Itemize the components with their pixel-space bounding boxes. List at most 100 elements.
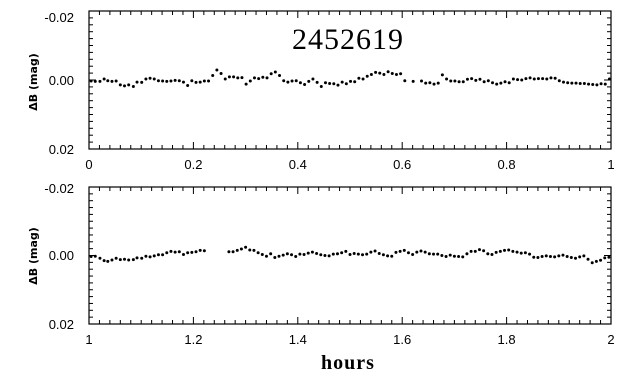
- bottom-data-point: [157, 253, 160, 256]
- top-data-point: [537, 77, 540, 80]
- bottom-data-point: [587, 258, 590, 261]
- bottom-data-point: [411, 253, 414, 256]
- top-data-point: [595, 83, 598, 86]
- top-data-point: [420, 80, 423, 83]
- top-data-point: [341, 81, 344, 84]
- bottom-panel: -0.02 0.00 0.02 1 1.2 1.4 1.6 1.8 2 ΔB (…: [27, 181, 615, 374]
- top-data-point: [207, 80, 210, 83]
- bottom-data-point: [595, 260, 598, 263]
- bottom-data-point: [278, 255, 281, 258]
- bottom-data-point: [465, 252, 468, 255]
- bottom-data-point: [144, 255, 147, 258]
- top-data-point: [136, 81, 139, 84]
- top-data-point: [520, 79, 523, 82]
- bottom-data-point: [407, 251, 410, 254]
- bottom-data-point: [570, 256, 573, 259]
- top-data-point: [570, 82, 573, 85]
- top-data-point: [470, 77, 473, 80]
- top-data-points: [90, 69, 611, 89]
- top-data-point: [353, 80, 356, 83]
- top-x-tick-label-5: 1: [607, 157, 614, 172]
- bottom-data-point: [511, 250, 514, 253]
- top-data-point: [94, 80, 97, 83]
- bottom-data-point: [106, 260, 109, 263]
- top-data-point: [186, 84, 189, 87]
- bottom-data-point: [294, 255, 297, 258]
- top-data-point: [583, 82, 586, 85]
- bottom-data-point: [378, 252, 381, 255]
- bottom-data-point: [132, 258, 135, 261]
- top-data-point: [349, 80, 352, 83]
- top-data-point: [554, 77, 557, 80]
- bottom-data-point: [390, 255, 393, 258]
- bottom-data-point: [536, 256, 539, 259]
- top-data-point: [332, 82, 335, 85]
- bottom-data-point: [361, 253, 364, 256]
- bottom-data-point: [344, 250, 347, 253]
- bottom-data-point: [357, 253, 360, 256]
- top-data-point: [123, 84, 126, 87]
- bottom-data-point: [336, 252, 339, 255]
- bottom-data-point: [140, 257, 143, 260]
- top-data-point: [412, 80, 415, 83]
- bottom-data-point: [507, 249, 510, 252]
- top-data-point: [478, 78, 481, 81]
- julian-date-annotation: 2452619: [292, 23, 404, 56]
- bottom-data-point: [311, 251, 314, 254]
- top-data-point: [362, 77, 365, 80]
- top-data-point: [328, 82, 331, 85]
- top-data-point: [587, 83, 590, 86]
- top-data-point: [320, 85, 323, 88]
- bottom-data-point: [549, 255, 552, 258]
- top-data-point: [115, 80, 118, 83]
- bottom-data-point: [227, 250, 230, 253]
- top-data-point: [316, 81, 319, 84]
- top-data-point: [103, 77, 106, 80]
- bottom-data-point: [110, 258, 113, 261]
- bottom-data-point: [282, 254, 285, 257]
- bottom-data-point: [353, 252, 356, 255]
- top-data-point: [437, 82, 440, 85]
- bottom-data-point: [528, 253, 531, 256]
- top-y-tick-label-1: 0.00: [49, 73, 74, 88]
- top-data-point: [466, 78, 469, 81]
- top-data-point: [483, 80, 486, 83]
- top-data-point: [395, 73, 398, 76]
- top-data-point: [445, 77, 448, 80]
- top-data-point: [182, 81, 185, 84]
- bottom-data-point: [545, 254, 548, 257]
- top-data-point: [190, 79, 193, 82]
- top-data-point: [529, 76, 532, 79]
- top-data-point: [487, 79, 490, 82]
- top-data-point: [382, 73, 385, 76]
- bottom-data-point: [123, 258, 126, 261]
- top-data-point: [566, 81, 569, 84]
- top-data-point: [370, 73, 373, 76]
- top-data-point: [307, 80, 310, 83]
- top-data-point: [253, 76, 256, 79]
- bottom-data-point: [149, 255, 152, 258]
- top-data-point: [533, 77, 536, 80]
- top-data-point: [428, 81, 431, 84]
- bottom-y-axis-label: ΔB (mag): [27, 227, 40, 285]
- bottom-data-point: [315, 252, 318, 255]
- top-data-point: [441, 73, 444, 76]
- top-data-point: [228, 75, 231, 78]
- top-data-point: [345, 82, 348, 85]
- x-axis-label: hours: [321, 352, 375, 374]
- bottom-data-point: [269, 252, 272, 255]
- top-data-point: [600, 82, 603, 85]
- top-data-point: [157, 79, 160, 82]
- bottom-data-point: [382, 253, 385, 256]
- top-data-point: [161, 80, 164, 83]
- bottom-data-point: [453, 255, 456, 258]
- top-data-point: [491, 81, 494, 84]
- bottom-data-point: [582, 254, 585, 257]
- top-x-tick-label-3: 0.6: [393, 157, 411, 172]
- bottom-data-point: [136, 256, 139, 259]
- top-data-point: [433, 83, 436, 86]
- top-data-point: [257, 77, 260, 80]
- top-data-point: [524, 77, 527, 80]
- bottom-data-point: [319, 253, 322, 256]
- bottom-data-point: [328, 254, 331, 257]
